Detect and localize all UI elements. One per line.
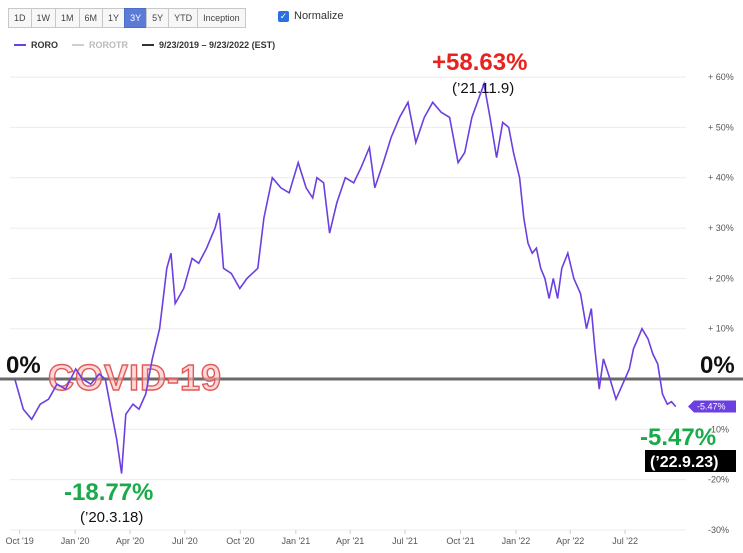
y-tick-label: -10%: [708, 424, 729, 434]
x-tick-label: Jan '21: [281, 536, 310, 546]
x-tick-label: Oct '19: [6, 536, 34, 546]
end-value-badge: -5.47%: [688, 400, 736, 413]
range-button-inception[interactable]: Inception: [197, 8, 246, 28]
y-tick-label: + 60%: [708, 72, 734, 82]
x-tick-label: Jan '22: [502, 536, 531, 546]
x-tick-label: Apr '22: [556, 536, 584, 546]
checkbox-checked-icon[interactable]: ✓: [278, 10, 289, 22]
x-tick-label: Jul '21: [392, 536, 418, 546]
legend-line-icon: [142, 44, 154, 46]
legend-line-icon: [72, 44, 84, 46]
end-value-label: -5.47%: [640, 424, 716, 451]
legend-line-icon: [14, 44, 26, 46]
end-date-label: (’22.9.23): [650, 454, 718, 471]
x-tick-label: Apr '20: [116, 536, 144, 546]
legend-item-roro[interactable]: RORO: [14, 40, 58, 50]
legend-label-rorotr: ROROTR: [89, 40, 128, 50]
y-tick-label: + 30%: [708, 223, 734, 233]
legend-label-date-range: 9/23/2019 – 9/23/2022 (EST): [159, 40, 276, 50]
range-button-5y[interactable]: 5Y: [146, 8, 170, 28]
x-tick-label: Apr '21: [336, 536, 364, 546]
x-tick-label: Oct '21: [446, 536, 474, 546]
y-tick-label: + 40%: [708, 173, 734, 183]
end-date-box: [645, 450, 736, 472]
normalize-toggle[interactable]: ✓ Normalize: [278, 10, 344, 22]
normalize-label: Normalize: [294, 10, 344, 22]
x-tick-label: Oct '20: [226, 536, 254, 546]
max-value-label: +58.63%: [432, 49, 527, 76]
zero-label-left: 0%: [6, 352, 41, 379]
covid-label: COVID-19: [48, 357, 222, 398]
zero-label-right: 0%: [700, 352, 735, 379]
x-axis-ticks: Oct '19 Jan '20 Apr '20 Jul '20 Oct '20 Jan '…: [6, 530, 638, 546]
legend-item-rorotr[interactable]: ROROTR: [72, 40, 128, 50]
min-date-label: (’20.3.18): [80, 509, 143, 526]
x-tick-label: Jul '20: [172, 536, 198, 546]
end-badge-text: -5.47%: [697, 402, 726, 412]
gridlines: [10, 76, 686, 531]
legend-label-roro: RORO: [31, 40, 58, 50]
y-tick-label: -30%: [708, 525, 729, 535]
range-button-6m[interactable]: 6M: [78, 8, 104, 28]
y-tick-label: + 50%: [708, 122, 734, 132]
series-line-roro: [14, 80, 677, 474]
chart-legend: RORO ROROTR 9/23/2019 – 9/23/2022 (EST): [14, 40, 289, 50]
y-tick-label: + 10%: [708, 324, 734, 334]
range-selector: 1D 1W 1M 6M 1Y 3Y 5Y YTD Inception: [8, 8, 246, 28]
end-badge-shape: [688, 400, 736, 413]
y-axis-ticks: + 60% + 50% + 40% + 30% + 20% + 10% -10% -20% -3…: [708, 72, 734, 535]
min-value-label: -18.77%: [64, 479, 153, 506]
legend-item-date-range: 9/23/2019 – 9/23/2022 (EST): [142, 40, 275, 50]
max-date-label: (’21.11.9): [452, 80, 514, 97]
x-tick-label: Jan '20: [61, 536, 90, 546]
y-tick-label: + 20%: [708, 273, 734, 283]
y-tick-label: -20%: [708, 475, 729, 485]
x-tick-label: Jul '22: [612, 536, 638, 546]
